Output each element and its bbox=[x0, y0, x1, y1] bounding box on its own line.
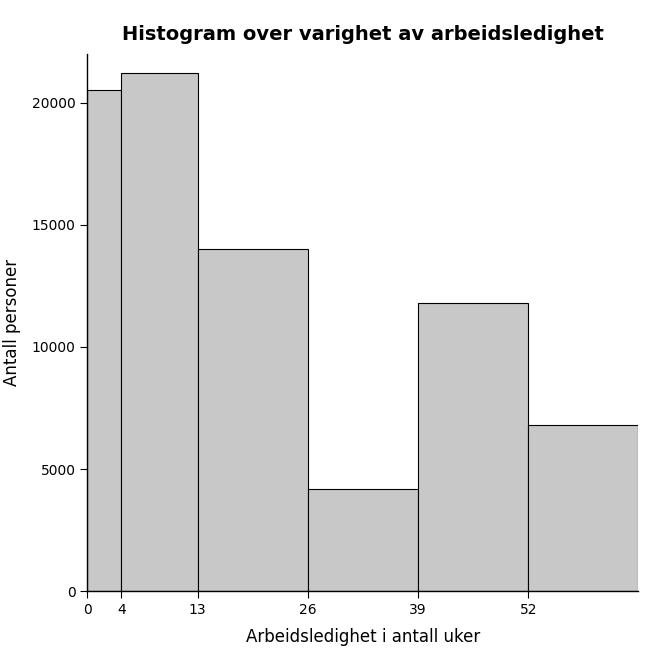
Bar bbox=[87, 91, 121, 591]
Bar bbox=[308, 489, 418, 591]
Y-axis label: Antall personer: Antall personer bbox=[3, 259, 21, 386]
Bar bbox=[198, 249, 308, 591]
Bar bbox=[418, 303, 528, 591]
Title: Histogram over varighet av arbeidsledighet: Histogram over varighet av arbeidsledigh… bbox=[122, 25, 604, 44]
X-axis label: Arbeidsledighet i antall uker: Arbeidsledighet i antall uker bbox=[246, 628, 480, 646]
Bar bbox=[121, 73, 198, 591]
Bar bbox=[528, 425, 638, 591]
